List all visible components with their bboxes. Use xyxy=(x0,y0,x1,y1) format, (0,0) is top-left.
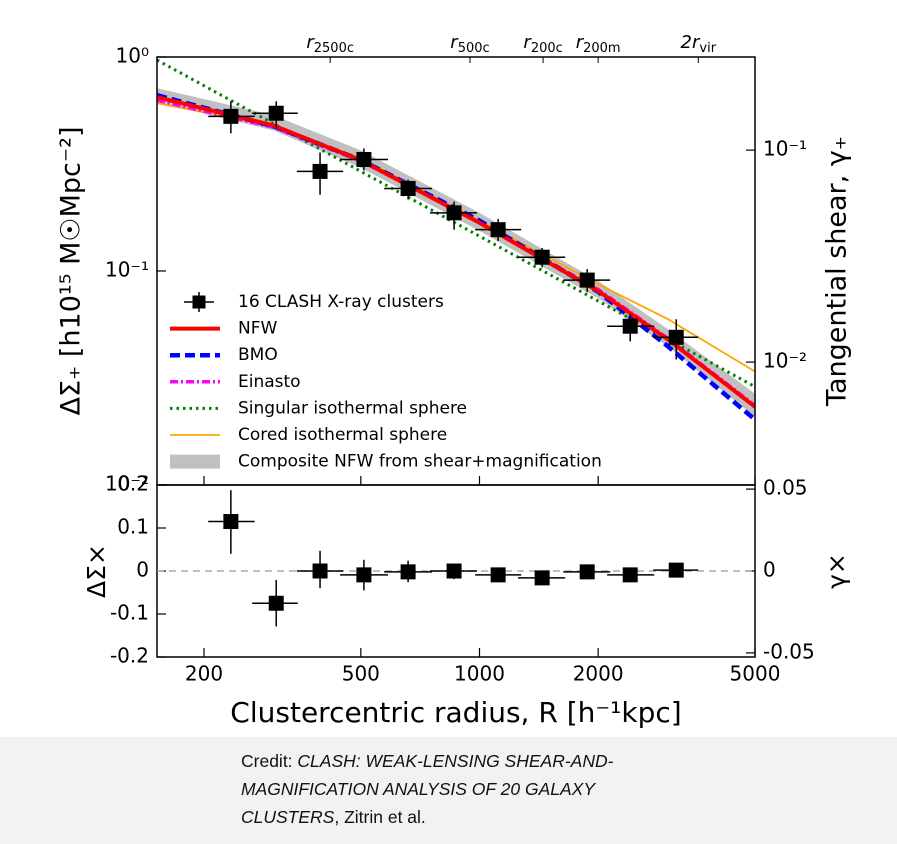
y-tick-label: -0.2 xyxy=(110,644,149,668)
data-point xyxy=(312,563,328,579)
x-tick-label: 200 xyxy=(185,662,223,686)
top-tick-text: 2r xyxy=(681,32,701,53)
data-point xyxy=(400,180,416,196)
y2-tick-label: 10⁻¹ xyxy=(763,137,807,161)
top-tick-subscript: 2500c xyxy=(314,41,354,56)
data-point xyxy=(622,567,638,583)
legend-label: BMO xyxy=(238,345,278,365)
legend-label: Composite NFW from shear+magnification xyxy=(238,452,602,472)
top-tick-label: r200m xyxy=(576,32,621,56)
caption-title: CLASH: WEAK-LENSING SHEAR-AND-MAGNIFICAT… xyxy=(241,751,614,827)
top-tick-text: r xyxy=(523,32,532,53)
top-tick-text: r xyxy=(306,32,315,53)
top-tick-label: r200c xyxy=(523,32,562,56)
data-point xyxy=(268,595,284,611)
y-tick-label: 10⁻¹ xyxy=(105,258,149,282)
y-tick-label: 0.1 xyxy=(117,515,149,539)
y2-tick-label: 10⁻² xyxy=(763,349,807,373)
top-tick-subscript: 200c xyxy=(531,41,563,56)
top-tick-subscript: vir xyxy=(699,41,716,56)
data-point xyxy=(223,108,239,124)
x-tick-label: 1000 xyxy=(454,662,505,686)
data-point xyxy=(668,329,684,345)
data-point xyxy=(490,222,506,238)
data-point xyxy=(622,318,638,334)
data-point xyxy=(668,562,684,578)
legend-label: NFW xyxy=(238,319,277,339)
data-point xyxy=(312,163,328,179)
data-point xyxy=(223,514,239,530)
data-point xyxy=(356,567,372,583)
plot-area xyxy=(157,58,755,422)
y-axis-label: ΔΣ× xyxy=(82,544,111,598)
legend-label: Einasto xyxy=(238,372,301,392)
data-point xyxy=(490,567,506,583)
caption-area: Credit: CLASH: WEAK-LENSING SHEAR-AND-MA… xyxy=(0,737,897,844)
legend-label: Cored isothermal sphere xyxy=(238,425,447,445)
y-tick-label: 10⁰ xyxy=(116,44,149,68)
data-point xyxy=(268,105,284,121)
data-point xyxy=(446,205,462,221)
legend-label: 16 CLASH X-ray clusters xyxy=(238,292,444,312)
caption-authors: , Zitrin et al. xyxy=(334,807,426,827)
top-tick-label: 2rvir xyxy=(681,32,717,56)
legend-symbol xyxy=(192,295,206,309)
model-line xyxy=(157,95,755,409)
caption: Credit: CLASH: WEAK-LENSING SHEAR-AND-MA… xyxy=(241,747,681,831)
caption-prefix: Credit: xyxy=(241,751,293,771)
x-tick-label: 500 xyxy=(342,662,380,686)
y2-tick-label: 0.05 xyxy=(763,476,808,500)
top-tick-subscript: 500c xyxy=(458,41,490,56)
top-tick-label: r2500c xyxy=(306,32,354,56)
x-tick-label: 2000 xyxy=(573,662,624,686)
top-tick-text: r xyxy=(450,32,459,53)
y2-tick-label: -0.05 xyxy=(763,639,815,663)
x-axis-label: Clustercentric radius, R [h⁻¹kpc] xyxy=(230,696,681,729)
y2-axis-label: γ× xyxy=(822,553,851,589)
y-tick-label: 0 xyxy=(136,558,149,582)
y-tick-label: 10⁻² xyxy=(105,472,149,496)
y-tick-label: -0.1 xyxy=(110,601,149,625)
top-tick-label: r500c xyxy=(450,32,489,56)
chart: ΔΣ₊ [h10¹⁵ M☉Mpc⁻²] Tangential shear, γ₊… xyxy=(56,32,853,729)
x-tick-label: 5000 xyxy=(730,662,781,686)
y2-tick-label: 0 xyxy=(763,558,776,582)
y-axis-label: ΔΣ₊ [h10¹⁵ M☉Mpc⁻²] xyxy=(56,127,87,416)
data-point xyxy=(356,151,372,167)
model-band xyxy=(157,88,755,417)
top-tick-subscript: 200m xyxy=(583,41,620,56)
y2-axis-label: Tangential shear, γ₊ xyxy=(822,136,853,407)
legend-symbol xyxy=(170,454,220,469)
data-point xyxy=(579,564,595,580)
legend-label: Singular isothermal sphere xyxy=(238,398,467,418)
data-point xyxy=(534,249,550,265)
data-point xyxy=(400,564,416,580)
data-point xyxy=(534,570,550,586)
data-point xyxy=(446,563,462,579)
y-tick-label: 0.2 xyxy=(117,472,149,496)
top-tick-text: r xyxy=(576,32,585,53)
data-point xyxy=(579,272,595,288)
